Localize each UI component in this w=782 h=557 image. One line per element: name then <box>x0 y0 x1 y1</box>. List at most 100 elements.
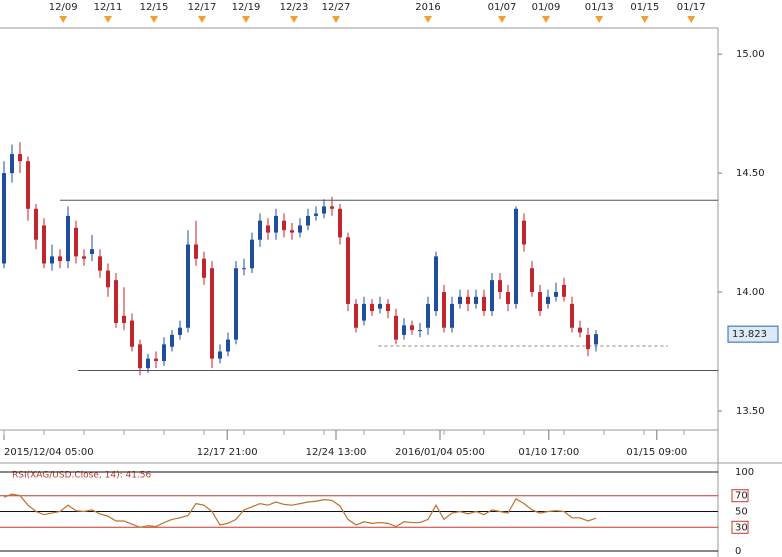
candle-body <box>498 280 502 293</box>
y-tick-label: 50 <box>735 507 748 518</box>
top-marker-label: 12/09 <box>49 2 78 13</box>
last-price-box <box>727 325 779 343</box>
candle-body <box>186 244 190 328</box>
candle-body <box>506 292 510 304</box>
top-marker-label: 12/19 <box>232 2 261 13</box>
candle-body <box>274 215 278 233</box>
candle-body <box>402 325 406 335</box>
last-price-label: 13.823 <box>732 329 767 340</box>
candle-body <box>586 334 590 350</box>
candle-body <box>162 344 166 362</box>
top-marker-label: 12/23 <box>280 2 309 13</box>
candle-body <box>338 208 342 238</box>
candle-body <box>58 256 62 262</box>
top-marker-label: 12/17 <box>188 2 217 13</box>
candle-body <box>18 154 22 162</box>
candle-body <box>210 268 214 359</box>
candle-body <box>106 270 110 288</box>
candle-body <box>298 225 302 233</box>
y-tick-label: 14.50 <box>736 168 765 179</box>
event-marker <box>104 16 112 23</box>
candle-body <box>90 249 94 254</box>
candle-body <box>570 303 574 328</box>
event-marker <box>242 16 250 23</box>
top-marker-label: 01/17 <box>677 2 706 13</box>
candle-body <box>554 292 558 297</box>
top-marker-label: 01/09 <box>532 2 561 13</box>
candle-body <box>146 358 150 369</box>
candle-body <box>98 256 102 271</box>
candle-body <box>594 334 598 345</box>
candle-body <box>330 206 334 209</box>
y-tick-label: 0 <box>735 546 741 557</box>
event-marker <box>198 16 206 23</box>
candle-body <box>482 296 486 312</box>
event-marker <box>498 16 506 23</box>
candle-body <box>242 268 246 270</box>
top-marker-label: 01/07 <box>488 2 517 13</box>
top-marker-label: 12/27 <box>322 2 351 13</box>
candle-body <box>34 208 38 240</box>
candle-body <box>138 344 142 369</box>
candle-body <box>50 256 54 264</box>
y-tick-label: 15.00 <box>736 49 765 60</box>
event-marker <box>59 16 68 23</box>
x-tick-label: 01/10 17:00 <box>518 447 579 458</box>
candle-body <box>306 215 310 226</box>
top-marker-label: 01/13 <box>585 2 614 13</box>
event-marker <box>332 16 340 23</box>
top-marker-label: 01/15 <box>630 2 659 13</box>
candle-body <box>114 280 118 323</box>
x-tick-label: 12/24 13:00 <box>306 447 367 458</box>
candle-body <box>194 244 198 259</box>
candle-body <box>122 315 126 323</box>
event-marker <box>290 16 298 23</box>
candle-body <box>458 296 462 304</box>
tick-label-box <box>731 489 749 503</box>
candle-body <box>42 225 46 264</box>
rsi-title: RSI(XAG/USD.Close, 14): 41.56 <box>12 471 152 481</box>
candle-body <box>66 215 70 262</box>
candle-body <box>370 303 374 312</box>
candle-body <box>354 303 358 328</box>
candle-body <box>154 358 158 362</box>
x-tick-label: 2015/12/04 05:00 <box>4 447 94 458</box>
event-marker <box>595 16 604 23</box>
top-marker-label: 2016 <box>415 2 440 13</box>
tick-label-box <box>731 520 749 534</box>
candle-body <box>26 161 30 209</box>
candle-body <box>226 339 230 352</box>
candle-body <box>466 296 470 304</box>
candle-body <box>170 334 174 347</box>
candle-body <box>378 303 382 309</box>
candle-body <box>10 154 14 174</box>
candle-body <box>474 296 478 304</box>
candle-body <box>282 220 286 231</box>
rsi-line <box>3 493 597 528</box>
candle-body <box>314 213 318 216</box>
candle-body <box>362 303 366 321</box>
candle-body <box>562 284 566 297</box>
candle-body <box>490 280 494 312</box>
event-marker <box>424 16 432 23</box>
candle-body <box>514 208 518 304</box>
candle-body <box>418 330 422 332</box>
x-tick-label: 12/17 21:00 <box>197 447 258 458</box>
y-tick-label: 100 <box>735 467 754 478</box>
candle-body <box>346 237 350 304</box>
top-marker-label: 12/11 <box>94 2 123 13</box>
event-marker <box>150 16 158 23</box>
candle-body <box>410 325 414 331</box>
candle-body <box>522 220 526 245</box>
candle-body <box>2 173 6 264</box>
candle-body <box>82 256 86 259</box>
candle-body <box>538 292 542 312</box>
candle-body <box>258 220 262 240</box>
candle-body <box>434 256 438 312</box>
y-tick-label: 13.50 <box>736 406 765 417</box>
candle-body <box>202 258 206 278</box>
candle-body <box>322 206 326 214</box>
y-tick-label: 70 <box>735 491 748 502</box>
